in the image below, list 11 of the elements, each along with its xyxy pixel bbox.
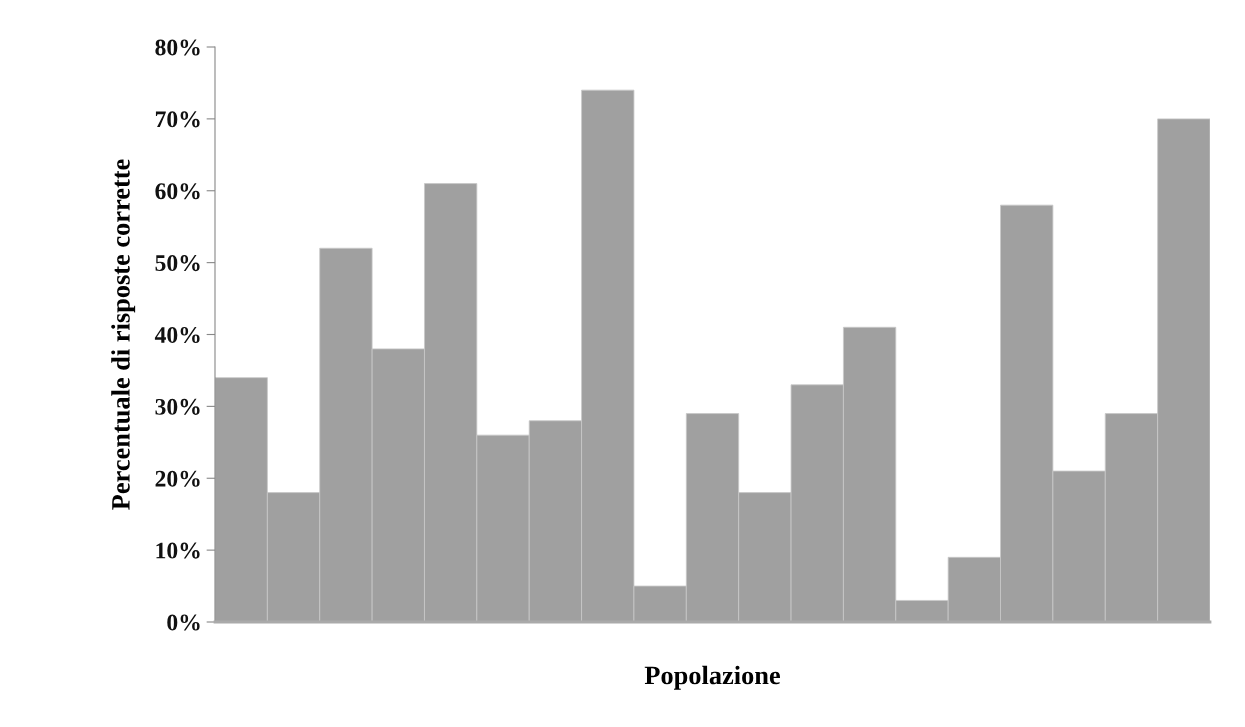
y-tick-label: 10%: [156, 542, 200, 559]
y-tick-label: 0%: [167, 614, 200, 631]
y-tick-label: 40%: [154, 326, 200, 343]
x-axis-title: Popolazione: [644, 665, 780, 690]
y-tick-label: 60%: [155, 183, 200, 200]
y-tick-label: 30%: [155, 398, 200, 415]
y-tick-label: 80%: [155, 39, 200, 56]
y-axis-title: Percentuale di risposte corrette: [111, 159, 136, 510]
y-tick-label: 20%: [155, 470, 200, 487]
y-tick-label: 50%: [155, 255, 200, 272]
y-tick-label: 70%: [155, 111, 200, 128]
